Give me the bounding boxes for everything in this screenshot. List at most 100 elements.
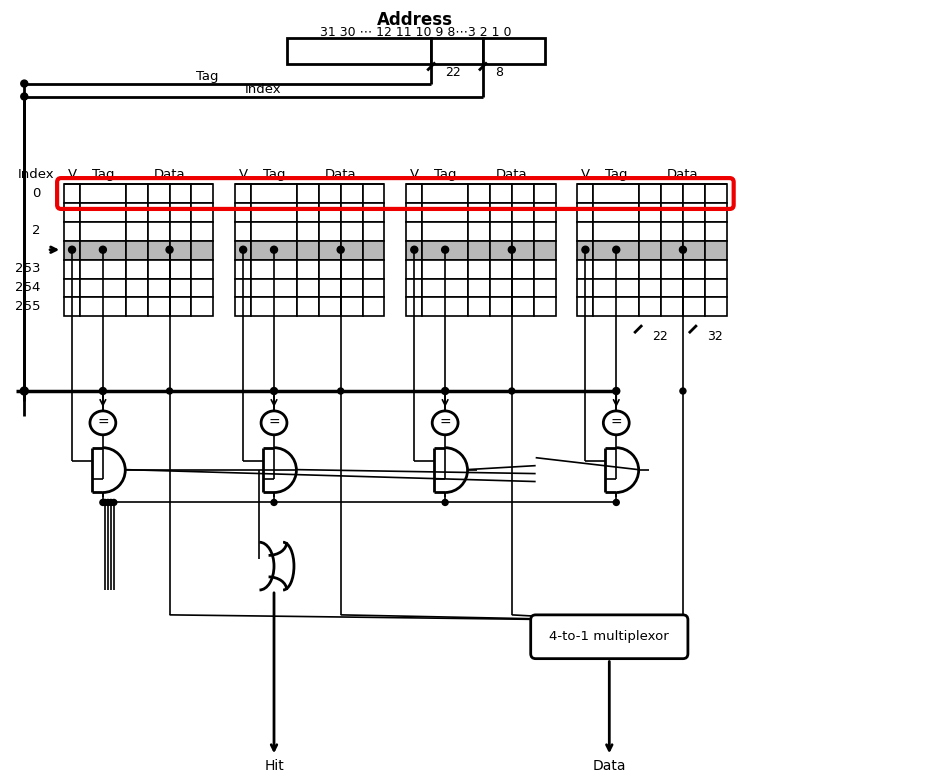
Ellipse shape — [603, 411, 630, 435]
Ellipse shape — [432, 411, 458, 435]
Bar — [297, 222, 319, 241]
Bar — [126, 222, 147, 241]
Bar — [319, 260, 341, 279]
Bar — [578, 279, 594, 297]
Bar — [64, 241, 80, 260]
Text: Data: Data — [667, 168, 699, 180]
Bar — [661, 203, 683, 222]
Text: 0: 0 — [32, 187, 41, 200]
Bar — [683, 260, 705, 279]
Text: =: = — [611, 416, 622, 430]
Bar — [661, 260, 683, 279]
Bar — [362, 184, 384, 203]
Bar — [639, 241, 661, 260]
Bar — [512, 241, 533, 260]
Bar — [533, 260, 556, 279]
Bar — [422, 260, 468, 279]
Bar — [297, 279, 319, 297]
Ellipse shape — [261, 411, 287, 435]
Bar — [533, 241, 556, 260]
Bar — [297, 184, 319, 203]
Bar — [490, 184, 512, 203]
Circle shape — [680, 246, 686, 253]
Circle shape — [21, 93, 27, 100]
Bar — [533, 203, 556, 222]
Bar — [362, 222, 384, 241]
Bar — [362, 279, 384, 297]
Bar — [683, 222, 705, 241]
Text: V: V — [581, 168, 590, 180]
Wedge shape — [446, 448, 467, 492]
Bar — [147, 184, 170, 203]
Circle shape — [442, 246, 448, 253]
Bar — [235, 297, 251, 317]
Circle shape — [166, 388, 173, 394]
Bar — [683, 184, 705, 203]
Circle shape — [338, 388, 344, 394]
Bar — [251, 203, 297, 222]
Text: V: V — [67, 168, 76, 180]
Bar — [192, 279, 213, 297]
Bar — [406, 203, 422, 222]
Bar — [512, 260, 533, 279]
Bar — [235, 222, 251, 241]
Bar — [192, 297, 213, 317]
Text: 22: 22 — [652, 330, 667, 343]
Circle shape — [508, 246, 515, 253]
Bar — [297, 297, 319, 317]
Bar — [147, 222, 170, 241]
Circle shape — [411, 246, 418, 253]
Bar — [192, 241, 213, 260]
Bar — [639, 203, 661, 222]
Bar — [705, 184, 727, 203]
Bar — [319, 222, 341, 241]
Ellipse shape — [267, 543, 287, 589]
Circle shape — [613, 388, 620, 395]
Text: Tag: Tag — [434, 168, 456, 180]
Bar — [64, 222, 80, 241]
Bar — [594, 279, 639, 297]
Bar — [192, 184, 213, 203]
Text: 253: 253 — [15, 262, 41, 275]
Bar — [512, 297, 533, 317]
Circle shape — [110, 499, 117, 505]
Bar — [490, 297, 512, 317]
Bar — [126, 260, 147, 279]
Text: Hit: Hit — [264, 759, 284, 773]
Bar — [64, 260, 80, 279]
Bar — [483, 38, 545, 63]
Bar — [490, 203, 512, 222]
Text: Data: Data — [593, 759, 626, 773]
Bar — [319, 184, 341, 203]
Bar — [639, 222, 661, 241]
Bar — [512, 279, 533, 297]
Bar — [235, 260, 251, 279]
Bar — [147, 297, 170, 317]
Wedge shape — [616, 448, 638, 492]
Bar — [235, 203, 251, 222]
Bar — [319, 241, 341, 260]
Bar — [147, 260, 170, 279]
Bar — [297, 260, 319, 279]
Bar — [319, 279, 341, 297]
Bar — [341, 241, 362, 260]
Text: Tag: Tag — [92, 168, 114, 180]
Bar — [80, 241, 126, 260]
Bar — [468, 184, 490, 203]
Bar — [468, 203, 490, 222]
Circle shape — [337, 246, 345, 253]
Text: 22: 22 — [446, 66, 461, 79]
Circle shape — [442, 499, 448, 505]
Bar — [578, 260, 594, 279]
Circle shape — [108, 499, 114, 505]
Bar — [287, 38, 431, 63]
Bar — [705, 222, 727, 241]
Bar — [192, 222, 213, 241]
Circle shape — [102, 499, 108, 505]
Bar — [533, 184, 556, 203]
Text: Data: Data — [154, 168, 185, 180]
Bar — [170, 297, 192, 317]
Bar — [251, 222, 297, 241]
Bar — [683, 241, 705, 260]
Text: 255: 255 — [15, 300, 41, 313]
